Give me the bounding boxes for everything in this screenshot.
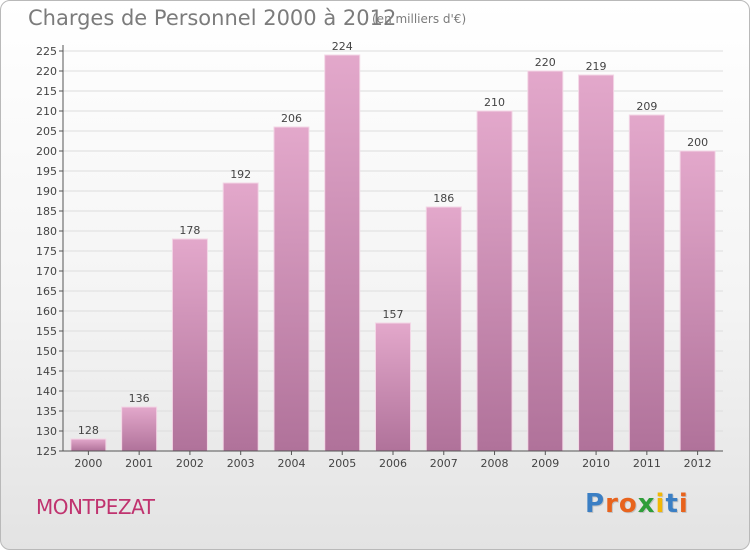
bar-2010 <box>578 74 615 452</box>
logo-letter: x <box>637 489 656 519</box>
axes: 125 130 135 140 145 150 155 160 165 170 175 180 185 1… <box>36 45 723 470</box>
logo-letter: r <box>605 489 619 519</box>
bar-2008 <box>476 110 513 452</box>
x-tick-label: 2004 <box>277 457 305 470</box>
bar-2009 <box>527 70 564 452</box>
bar-2011 <box>628 114 665 452</box>
y-tick-label: 180 <box>36 225 57 238</box>
x-tick-label: 2002 <box>176 457 204 470</box>
y-tick-label: 170 <box>36 265 57 278</box>
y-tick-label: 220 <box>36 65 57 78</box>
bar-2002 <box>171 238 208 452</box>
y-tick-label: 200 <box>36 145 57 158</box>
x-tick-label: 2011 <box>633 457 661 470</box>
y-tick-label: 215 <box>36 85 57 98</box>
bar-2006 <box>375 322 411 452</box>
value-label: 200 <box>687 136 708 149</box>
y-tick-label: 195 <box>36 165 57 178</box>
y-tick-label: 135 <box>36 405 57 418</box>
proxiti-logo[interactable]: Proxiti <box>585 489 689 519</box>
x-tick-label: 2010 <box>582 457 610 470</box>
y-tick-label: 145 <box>36 365 57 378</box>
y-tick-label: 190 <box>36 185 57 198</box>
value-label: 224 <box>332 40 353 53</box>
y-tick-label: 205 <box>36 125 57 138</box>
bar-2005 <box>324 54 361 452</box>
value-label: 206 <box>281 112 302 125</box>
y-tick-label: 165 <box>36 285 57 298</box>
x-tick-label: 2005 <box>328 457 356 470</box>
x-tick-label: 2012 <box>684 457 712 470</box>
bar-2001 <box>121 406 158 452</box>
value-label: 209 <box>636 100 657 113</box>
chart-subtitle: (en milliers d'€) <box>372 12 467 26</box>
value-label: 219 <box>586 60 607 73</box>
bar-2012 <box>679 150 716 452</box>
x-tick-label: 2006 <box>379 457 407 470</box>
x-tick-label: 2009 <box>531 457 559 470</box>
x-tick-label: 2008 <box>481 457 509 470</box>
value-label: 186 <box>433 192 454 205</box>
y-tick-label: 210 <box>36 105 57 118</box>
value-label: 210 <box>484 96 505 109</box>
y-tick-label: 185 <box>36 205 57 218</box>
y-tick-label: 160 <box>36 305 57 318</box>
y-tick-label: 225 <box>36 45 57 58</box>
bar-2000 <box>70 438 107 452</box>
value-label: 157 <box>383 308 404 321</box>
value-label: 192 <box>230 168 251 181</box>
logo-letter: P <box>585 489 606 519</box>
y-tick-label: 125 <box>36 445 57 458</box>
bar-2003 <box>222 182 259 452</box>
logo-letter: t <box>665 489 679 519</box>
y-tick-label: 140 <box>36 385 57 398</box>
value-label: 178 <box>179 224 200 237</box>
y-tick-label: 175 <box>36 245 57 258</box>
value-label: 136 <box>129 392 150 405</box>
bar-2007 <box>425 206 462 452</box>
x-tick-label: 2000 <box>74 457 102 470</box>
value-label: 128 <box>78 424 99 437</box>
x-tick-label: 2001 <box>125 457 153 470</box>
x-tick-label: 2003 <box>227 457 255 470</box>
commune-name: MONTPEZAT <box>36 495 155 519</box>
logo-letter: i <box>678 489 689 519</box>
chart-title: Charges de Personnel 2000 à 2012 <box>28 6 397 30</box>
y-tick-label: 130 <box>36 425 57 438</box>
logo-letter: o <box>618 489 638 519</box>
y-tick-label: 155 <box>36 325 57 338</box>
x-tick-label: 2007 <box>430 457 458 470</box>
bar-2004 <box>273 126 310 452</box>
bars: 128 136 178 192 206 224 157 186 210 220 219 209 200 <box>70 40 716 452</box>
y-tick-label: 150 <box>36 345 57 358</box>
logo-letter: i <box>655 489 666 519</box>
value-label: 220 <box>535 56 556 69</box>
